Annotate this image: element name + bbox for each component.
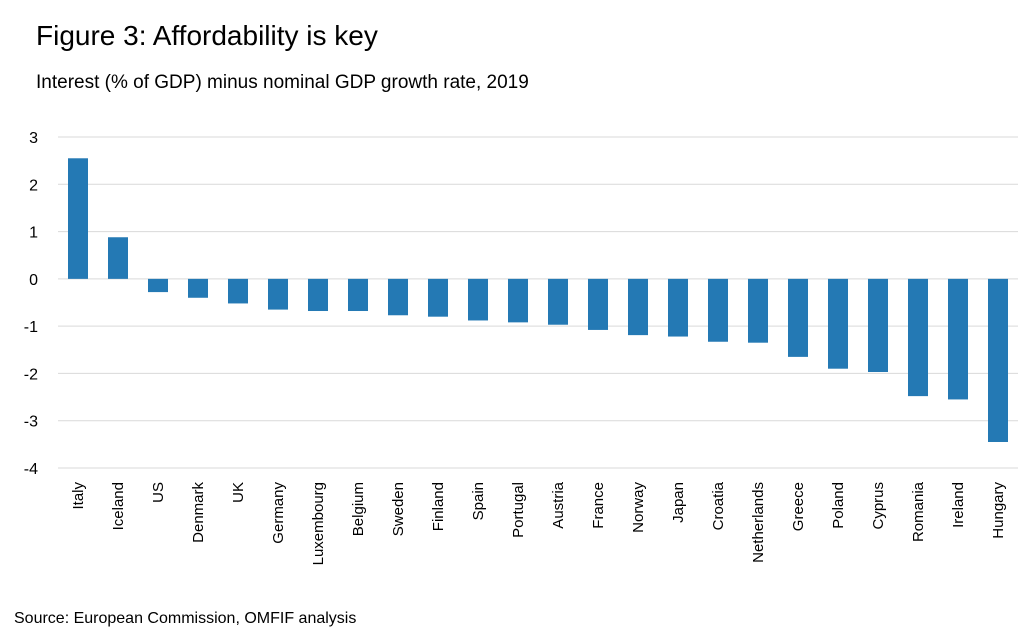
x-category-label: France [590,482,607,529]
y-tick-label: 1 [29,225,38,242]
bar-france [588,278,608,330]
bar-greece [788,278,808,357]
bar-uk [228,278,248,304]
x-category-label: Sweden [390,482,407,536]
bar-ireland [948,278,968,400]
bar-croatia [708,278,728,342]
x-category-label: Croatia [710,481,727,530]
y-tick-label: 3 [29,130,38,147]
x-category-label: Poland [830,482,847,529]
chart-title: Figure 3: Affordability is key [36,20,378,51]
y-tick-label: -2 [24,366,38,383]
bar-cyprus [868,278,888,373]
x-category-label: Netherlands [750,482,767,563]
x-category-label: Iceland [110,482,127,530]
bar-chart: 3 2 1 0 -1 -2 -3 -4 Italy Iceland US Denmark UK Germ… [24,130,1018,565]
bar-sweden [388,278,408,316]
x-category-label: US [150,482,167,503]
y-tick-label: -3 [24,414,38,431]
bar-austria [548,278,568,325]
bar-germany [268,278,288,310]
x-axis-category-labels: Italy Iceland US Denmark UK Germany Luxembourg… [70,481,1007,565]
y-tick-label: -1 [24,319,38,336]
gridlines [58,136,1018,469]
bars [68,158,1008,442]
bar-romania [908,278,928,397]
x-category-label: Luxembourg [310,482,327,565]
bar-finland [428,278,448,317]
y-tick-label: 2 [29,177,38,194]
bar-italy [68,158,88,279]
bar-norway [628,278,648,336]
x-category-label: Japan [670,482,687,523]
x-category-label: Italy [70,482,87,510]
x-category-label: Denmark [190,482,207,543]
x-category-label: Finland [430,482,447,531]
bar-hungary [988,278,1008,442]
x-category-label: Greece [790,482,807,531]
bar-spain [468,278,488,321]
x-category-label: Norway [630,482,647,533]
source-note: Source: European Commission, OMFIF analy… [14,610,357,627]
y-tick-label: -4 [24,461,38,478]
x-category-label: Spain [470,482,487,520]
bar-denmark [188,278,208,298]
x-category-label: Cyprus [870,482,887,530]
x-category-label: Austria [550,481,567,528]
bar-luxembourg [308,278,328,312]
y-axis-tick-labels: 3 2 1 0 -1 -2 -3 -4 [24,130,38,478]
x-category-label: Portugal [510,482,527,538]
chart-subtitle: Interest (% of GDP) minus nominal GDP gr… [36,72,529,93]
bar-poland [828,278,848,369]
bar-portugal [508,278,528,323]
x-category-label: UK [230,482,247,503]
x-category-label: Ireland [950,482,967,528]
x-category-label: Hungary [990,482,1007,539]
bar-japan [668,278,688,337]
bar-netherlands [748,278,768,343]
x-category-label: Germany [270,482,287,544]
bar-iceland [108,237,128,279]
y-tick-label: 0 [29,272,38,289]
x-category-label: Romania [910,481,927,542]
x-category-label: Belgium [350,482,367,536]
bar-us [148,278,168,293]
bar-belgium [348,278,368,312]
